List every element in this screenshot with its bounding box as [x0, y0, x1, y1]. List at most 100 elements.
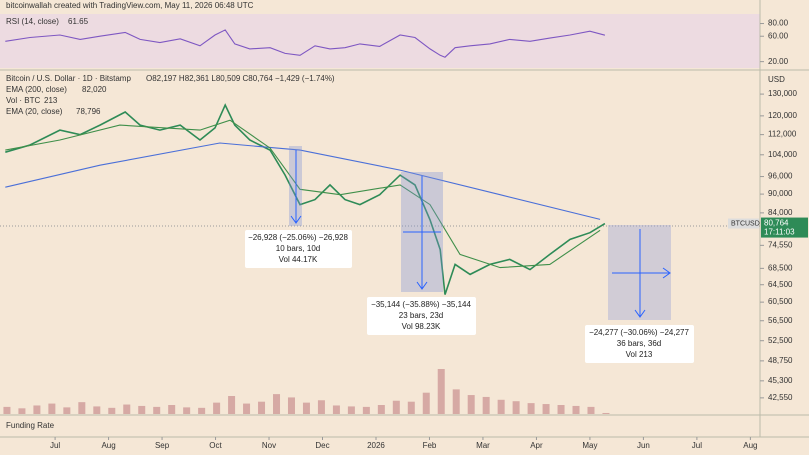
volume-bar — [332, 405, 340, 414]
measure-arrow-head — [290, 215, 302, 224]
legend-volume: Vol · BTC — [6, 96, 40, 105]
measure-text: 23 bars, 23d — [399, 311, 443, 320]
y-tick-label: 45,300 — [768, 376, 793, 385]
symbol-tag-box — [728, 218, 759, 229]
x-tick-label: Oct — [209, 441, 222, 450]
legend-ema200: EMA (200, close) — [6, 85, 67, 94]
volume-bar — [347, 406, 355, 414]
volume-bar — [407, 401, 415, 414]
ohlc: O82,197 H82,361 L80,509 C80,764 −1,429 (… — [146, 74, 335, 83]
measure-text: −26,928 (−25.06%) −26,928 — [248, 233, 348, 242]
x-tick-label: Sep — [155, 441, 170, 450]
x-tick-label: Jul — [50, 441, 60, 450]
legend-volume-value: 213 — [44, 96, 58, 105]
x-tick-label: Jun — [637, 441, 650, 450]
volume-bar — [198, 407, 206, 414]
measure-label-box — [367, 297, 476, 335]
y-tick-label: 68,500 — [768, 263, 793, 272]
y-tick-label: 130,000 — [768, 89, 797, 98]
volume-bar — [168, 405, 176, 414]
volume-bar — [183, 407, 191, 414]
x-tick-label: Dec — [315, 441, 329, 450]
measure-1: −26,928 (−25.06%) −26,928 10 bars, 10d V… — [245, 146, 352, 268]
y-tick-label: 64,500 — [768, 280, 793, 289]
symbol-tag: BTCUSD — [731, 220, 760, 227]
measure-text: −35,144 (−35.88%) −35,144 — [371, 300, 471, 309]
y-tick-label: 84,000 — [768, 208, 793, 217]
volume-bar — [437, 369, 445, 414]
measure-arrow-head — [662, 267, 671, 279]
volume-bar — [497, 399, 505, 414]
y-tick-label: 48,750 — [768, 356, 793, 365]
volume-bar — [93, 406, 101, 414]
y-tick-label: 56,500 — [768, 316, 793, 325]
price-countdown: 17:11:03 — [764, 228, 795, 237]
volume-bar — [243, 403, 251, 414]
volume-bar — [48, 403, 56, 414]
volume-bar — [3, 406, 11, 414]
volume-bar — [138, 405, 146, 414]
y-tick-label: 42,550 — [768, 393, 793, 402]
measure-text: 36 bars, 36d — [617, 339, 661, 348]
measure-3: −24,277 (−30.06%) −24,277 36 bars, 36d V… — [585, 225, 694, 363]
volume-bar — [287, 397, 295, 414]
measure-text: Vol 213 — [626, 350, 653, 359]
x-tick-label: May — [582, 441, 597, 450]
legend-ema20: EMA (20, close) — [6, 107, 63, 116]
y-tick-label: 52,500 — [768, 336, 793, 345]
volume-bar — [572, 405, 580, 414]
measure-arrow-head — [416, 281, 428, 290]
x-tick-label: Aug — [101, 441, 115, 450]
y-tick-label: 112,000 — [768, 130, 797, 139]
volume-bar — [482, 396, 490, 414]
series-line — [5, 142, 601, 220]
volume-bar — [78, 402, 86, 414]
volume-bar — [213, 402, 221, 414]
y-tick-label: 74,550 — [768, 240, 793, 249]
rsi-panel — [0, 14, 760, 68]
x-tick-label: Apr — [530, 441, 543, 450]
y-tick-label: 96,000 — [768, 172, 793, 181]
measure-label-box — [245, 230, 352, 268]
legend-ema200-value: 82,020 — [82, 85, 107, 94]
y-tick-label: 90,000 — [768, 189, 793, 198]
volume-bar — [33, 405, 41, 414]
y-tick-label: 80.00 — [768, 19, 789, 28]
y-axis-label: USD — [768, 75, 785, 84]
price-tag-box — [761, 217, 808, 238]
volume-bar — [377, 405, 385, 414]
volume-bar — [362, 406, 370, 414]
funding-label: Funding Rate — [6, 421, 55, 430]
y-tick-label: 20.00 — [768, 57, 789, 66]
series-line — [5, 29, 606, 58]
x-tick-label: Nov — [262, 441, 276, 450]
measure-label-box — [585, 325, 694, 363]
y-tick-label: 60.00 — [768, 31, 789, 40]
volume-bar — [302, 402, 310, 414]
watermark: bitcoinwallah created with TradingView.c… — [6, 1, 254, 10]
price-title: Bitcoin / U.S. Dollar · 1D · Bitstamp — [6, 74, 131, 83]
volume-bar — [18, 408, 26, 414]
x-tick-label: Jul — [692, 441, 702, 450]
volume-bar — [123, 404, 131, 414]
series-line — [5, 119, 601, 269]
y-tick-label: 120,000 — [768, 111, 797, 120]
legend-ema20-value: 78,796 — [76, 107, 101, 116]
x-tick-label: 2026 — [367, 441, 385, 450]
price-tag: 80,764 — [764, 219, 789, 228]
volume-bar — [108, 407, 116, 414]
rsi-value: 61.65 — [68, 17, 89, 26]
rsi-legend: RSI (14, close) — [6, 17, 59, 26]
volume-bar — [452, 389, 460, 414]
volume-bar — [587, 406, 595, 414]
volume-bar — [317, 400, 325, 414]
volume-bar — [512, 401, 520, 414]
measure-text: Vol 44.17K — [279, 255, 318, 264]
x-tick-label: Feb — [423, 441, 437, 450]
volume-bar — [422, 392, 430, 414]
volume-bar — [153, 406, 161, 414]
x-tick-label: Mar — [476, 441, 490, 450]
